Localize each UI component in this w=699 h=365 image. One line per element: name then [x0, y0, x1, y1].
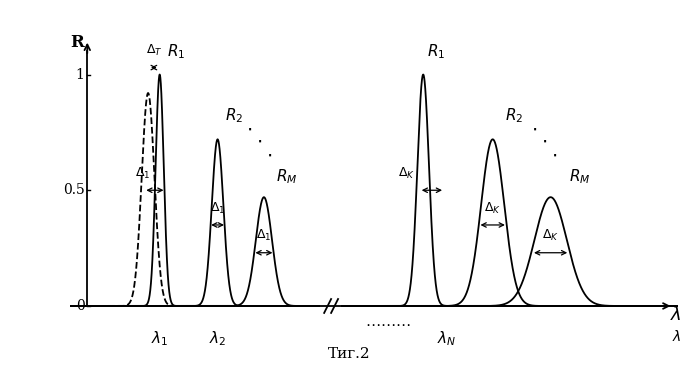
Text: 1: 1	[75, 68, 85, 81]
Text: $\lambda_1$: $\lambda_1$	[151, 329, 168, 348]
Text: $\lambda_N$: $\lambda_N$	[437, 329, 456, 348]
Text: $R_M$: $R_M$	[569, 167, 591, 186]
Text: $\Delta_K$: $\Delta_K$	[542, 228, 559, 243]
Text: $\lambda$: $\lambda$	[672, 329, 681, 344]
Text: $\cdot$: $\cdot$	[531, 120, 538, 139]
Text: $\cdot$: $\cdot$	[246, 120, 252, 139]
Text: $\cdots\cdots\cdots$: $\cdots\cdots\cdots$	[366, 318, 412, 331]
Text: 0.5: 0.5	[63, 183, 85, 197]
Text: $\Delta_1$: $\Delta_1$	[135, 166, 150, 181]
Text: $R_1$: $R_1$	[166, 42, 185, 61]
Text: $\Delta_K$: $\Delta_K$	[398, 166, 415, 181]
Text: $R_M$: $R_M$	[275, 167, 297, 186]
Text: $\lambda$: $\lambda$	[670, 306, 682, 324]
Text: $\Delta_T$: $\Delta_T$	[145, 43, 162, 58]
Text: $R_1$: $R_1$	[426, 42, 445, 61]
Text: $\Delta_1$: $\Delta_1$	[210, 201, 225, 216]
Text: $\lambda_2$: $\lambda_2$	[209, 329, 226, 348]
Text: $\cdot$: $\cdot$	[541, 131, 547, 150]
Text: 0: 0	[75, 299, 85, 313]
Text: $R_2$: $R_2$	[505, 107, 524, 126]
Text: $\Delta_1$: $\Delta_1$	[257, 228, 272, 243]
Text: $R_2$: $R_2$	[224, 107, 243, 126]
Text: $\cdot$: $\cdot$	[551, 145, 557, 164]
Text: $\cdot$: $\cdot$	[257, 131, 262, 150]
Text: $\Delta_K$: $\Delta_K$	[484, 201, 501, 216]
Text: $\cdot$: $\cdot$	[266, 145, 272, 164]
Text: Τиг.2: Τиг.2	[329, 347, 370, 361]
Text: R: R	[71, 34, 85, 51]
